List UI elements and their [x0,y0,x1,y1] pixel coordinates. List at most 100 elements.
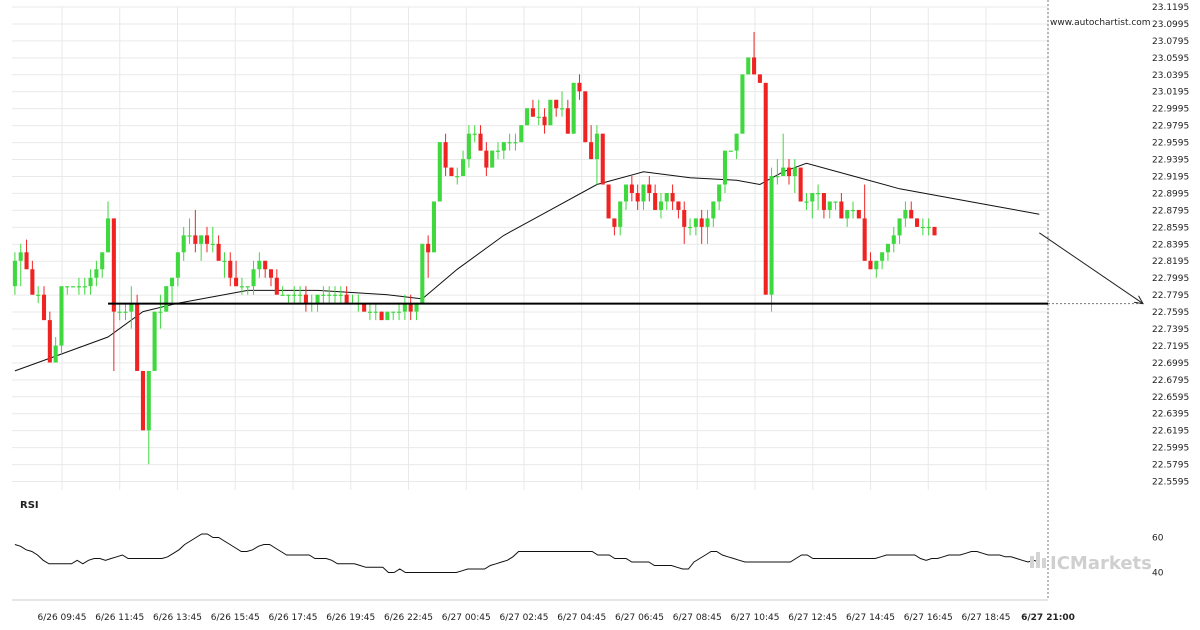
x-tick-label: 6/27 16:45 [904,613,953,623]
candle-body [501,142,506,151]
rsi-label: RSI [20,500,39,511]
x-tick-label: 6/27 12:45 [788,613,837,623]
candle-body [821,192,826,210]
candle-body [752,57,757,75]
candle-body [385,311,390,321]
candle-body [449,167,454,177]
candle-body [402,303,407,312]
candle-body [583,91,588,143]
rsi-line [14,533,1040,573]
candle-body [757,74,762,83]
candle-body [245,286,250,288]
candle-body [71,286,76,288]
candle-body [618,201,623,227]
x-tick-label: 6/27 18:45 [962,613,1011,623]
candle-body [635,192,640,202]
candle-body [53,345,58,363]
candle-body [12,260,17,287]
candle-body [891,235,896,244]
brand-logo-icon [1036,552,1040,568]
candle-body [542,116,547,126]
candle-body [420,243,425,304]
candle-body [629,184,634,193]
candle-body [30,269,35,295]
x-tick-label: 6/26 11:45 [95,613,144,623]
candle-body [530,108,535,117]
candle-body [146,370,151,431]
rsi-panel: 60 40 [14,533,1164,579]
candle-body [577,82,582,92]
y-tick-label: 22.7395 [1152,325,1189,335]
candle-body [170,277,175,287]
candle-body [868,260,873,270]
forecast-arrow-head [1134,295,1144,305]
candle-body [187,235,192,237]
candle-body [676,201,681,210]
candle-body [303,294,308,304]
candle-body [18,252,23,261]
candle-body [746,57,751,75]
candle-body [833,201,838,203]
candle-body [850,209,856,212]
y-tick-label: 22.6795 [1152,376,1189,386]
candle-body [827,201,832,210]
candle-body [641,184,646,202]
candle-body [525,108,530,126]
watermark-url: www.autochartist.com [1050,18,1151,28]
x-tick-label: 6/26 19:45 [326,613,375,623]
candle-body [711,201,716,219]
x-tick-label: 6/27 06:45 [615,613,664,623]
candle-body [193,235,198,244]
rsi-tick-label: 60 [1152,534,1164,544]
candle-body [472,133,477,135]
candle-body [484,150,489,168]
candle-body [100,252,105,270]
x-axis: 6/26 09:45 6/26 11:45 6/26 13:45 6/26 15:45… [37,613,1074,623]
candle-body [722,150,728,185]
candle-body [204,235,210,244]
candle-body [158,311,163,313]
candle-body [455,176,460,178]
candle-body [728,150,733,152]
candle-body [647,184,652,193]
forecast-arrow [1038,232,1144,305]
candle-body [734,133,739,151]
y-tick-label: 22.5995 [1152,444,1189,454]
candle-body [82,286,87,288]
candle-body [24,252,29,270]
candles [12,31,937,465]
candle-body [606,184,611,219]
y-tick-label: 22.8995 [1152,189,1189,199]
candle-body [664,192,669,202]
y-tick-label: 22.8395 [1152,240,1189,250]
candle-body [693,218,698,227]
candle-body [798,167,803,202]
grid [12,0,1049,601]
x-tick-label: 6/27 00:45 [442,613,491,623]
candle-body [414,303,419,312]
candle-body [688,226,693,229]
candle-body [589,142,594,160]
y-tick-label: 22.6995 [1152,359,1189,369]
candle-body [111,218,116,312]
candle-body [216,243,221,261]
brand-logo: ICMarkets [1030,552,1152,574]
candle-body [239,286,244,288]
candle-body [286,294,291,296]
candle-body [775,176,780,178]
candle-body [897,218,902,236]
candle-body [135,303,140,371]
candle-body [705,218,710,227]
candle-body [909,209,914,219]
candle-body [856,209,861,219]
y-tick-label: 23.0395 [1152,71,1189,81]
x-tick-label: 6/26 09:45 [37,613,86,623]
y-tick-label: 22.9795 [1152,122,1189,132]
candle-body [915,218,920,227]
candle-body [862,218,867,261]
candle-body [263,260,268,270]
candle-body [932,226,937,236]
candle-body [181,235,186,253]
x-tick-label: 6/26 13:45 [153,613,202,623]
candle-body [623,184,629,202]
